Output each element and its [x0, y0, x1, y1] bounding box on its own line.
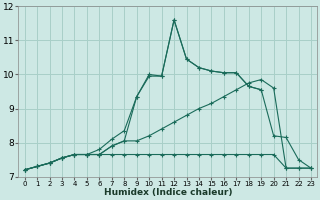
X-axis label: Humidex (Indice chaleur): Humidex (Indice chaleur) — [104, 188, 232, 197]
